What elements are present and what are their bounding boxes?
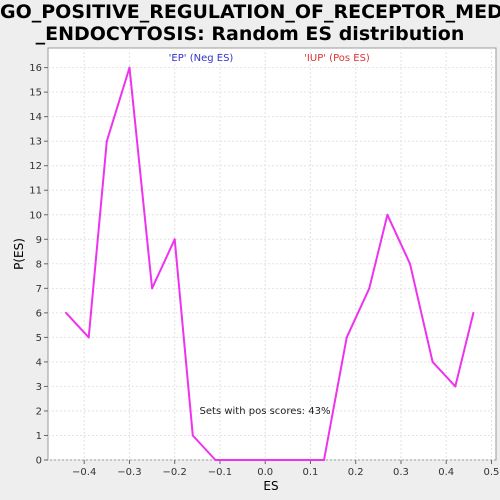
x-tick-label: 0.5 xyxy=(484,467,500,478)
y-tick-label: 0 xyxy=(36,456,42,467)
legend-pos-label: 'IUP' (Pos ES) xyxy=(304,53,370,64)
x-tick-label: −0.2 xyxy=(163,467,187,478)
y-tick-label: 2 xyxy=(36,406,42,417)
data-point xyxy=(305,459,307,461)
data-point xyxy=(88,336,90,338)
data-point xyxy=(454,385,456,387)
x-tick-label: −0.3 xyxy=(117,467,141,478)
data-point xyxy=(368,287,370,289)
y-tick-label: 7 xyxy=(36,284,42,295)
y-axis-label: P(ES) xyxy=(12,238,26,270)
y-tick-label: 6 xyxy=(36,308,42,319)
data-point xyxy=(128,67,130,69)
data-point xyxy=(282,459,284,461)
y-tick-label: 10 xyxy=(29,210,42,221)
data-point xyxy=(237,459,239,461)
y-tick-label: 4 xyxy=(36,357,42,368)
y-tick-label: 9 xyxy=(36,235,42,246)
y-tick-label: 12 xyxy=(29,161,42,172)
x-tick-label: 0.0 xyxy=(257,467,273,478)
x-tick-label: 0.1 xyxy=(303,467,319,478)
y-tick-label: 14 xyxy=(29,112,42,123)
data-point xyxy=(65,312,67,314)
data-point xyxy=(174,238,176,240)
data-point xyxy=(260,459,262,461)
y-tick-label: 11 xyxy=(29,186,42,197)
x-tick-label: 0.2 xyxy=(348,467,364,478)
data-point xyxy=(192,434,194,436)
data-point xyxy=(323,459,325,461)
x-tick-label: −0.1 xyxy=(208,467,232,478)
y-tick-label: 1 xyxy=(36,431,42,442)
data-point xyxy=(214,459,216,461)
data-point xyxy=(386,214,388,216)
data-point xyxy=(106,140,108,142)
data-point xyxy=(151,287,153,289)
legend-neg-label: 'EP' (Neg ES) xyxy=(169,53,234,64)
data-point xyxy=(432,361,434,363)
data-point xyxy=(472,312,474,314)
y-tick-label: 13 xyxy=(29,137,42,148)
y-tick-label: 8 xyxy=(36,259,42,270)
x-tick-label: 0.3 xyxy=(393,467,409,478)
y-tick-label: 3 xyxy=(36,382,42,393)
data-point xyxy=(409,263,411,265)
plot-area xyxy=(48,48,496,460)
x-tick-label: −0.4 xyxy=(72,467,96,478)
data-point xyxy=(346,336,348,338)
y-tick-label: 15 xyxy=(29,88,42,99)
x-axis-label: ES xyxy=(263,479,278,493)
y-tick-label: 5 xyxy=(36,333,42,344)
y-tick-label: 16 xyxy=(29,63,42,74)
pos-scores-annotation: Sets with pos scores: 43% xyxy=(200,406,331,417)
x-tick-label: 0.4 xyxy=(438,467,454,478)
